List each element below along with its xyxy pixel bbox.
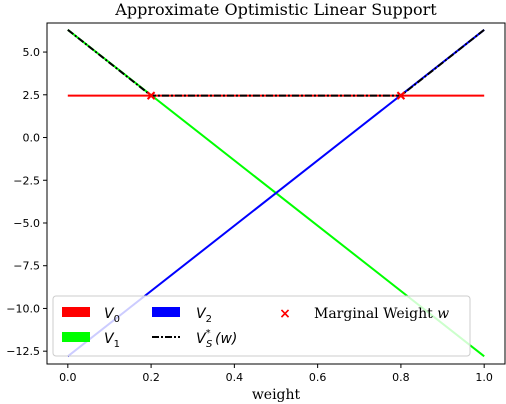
y-tick-label: −10.0 [6,302,40,315]
marker-group [146,91,406,100]
y-tick-label: −12.5 [6,345,40,358]
marginal-weight-marker [396,91,406,100]
y-tick-label: −5.0 [13,217,40,230]
legend-label-v1: V1 [104,331,120,350]
x-axis: 0.0 0.2 0.4 0.6 0.8 1.0 [59,364,493,384]
legend-swatch-v1 [62,332,90,342]
y-tick-label: −7.5 [13,260,40,273]
y-tick-label: 5.0 [23,46,41,59]
legend-swatch-marker: × [279,306,291,322]
x-tick-label: 0.4 [226,371,244,384]
plot-area-frame [46,22,506,365]
y-tick-label: 2.5 [23,89,41,102]
y-tick-label: −2.5 [13,174,40,187]
legend: V0 V1 V2 V* S (w) × Marginal Weight w [52,295,471,357]
x-tick-label: 0.6 [309,371,327,384]
legend-label-v0: V0 [104,306,120,325]
legend-label-v2: V2 [196,306,212,325]
x-tick-label: 1.0 [475,371,493,384]
legend-swatch-v2 [152,307,180,317]
legend-swatch-v0 [62,307,90,317]
x-axis-label: weight [252,387,301,403]
y-tick-label: 0.0 [23,132,41,145]
x-tick-label: 0.8 [392,371,410,384]
marginal-weight-marker [146,91,156,100]
series-line-3 [67,29,485,97]
y-axis: 5.0 2.5 0.0 −2.5 −5.0 −7.5 −10.0 −12.5 [6,46,47,358]
x-tick-label: 0.2 [142,371,160,384]
x-tick-label: 0.0 [59,371,77,384]
legend-label-marginal: Marginal Weight w [314,306,449,322]
legend-label-vs: V* S (w) [196,328,237,350]
chart-title: Approximate Optimistic Linear Support [114,0,437,19]
